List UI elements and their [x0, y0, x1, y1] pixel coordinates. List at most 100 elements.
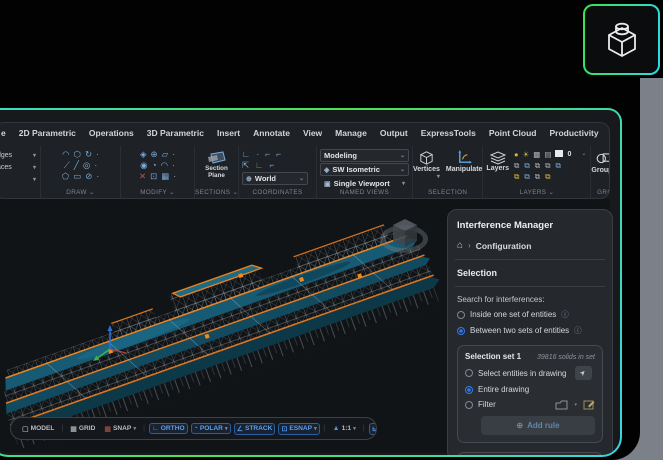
modify-tools-row1[interactable]: ◈ ⊕ ▱ ·: [139, 149, 176, 159]
menu-item-productivity[interactable]: Productivity: [549, 128, 599, 138]
menu-item-output[interactable]: Output: [379, 128, 408, 138]
selection-group-label: SELECTION: [428, 189, 468, 196]
edges-dropdown[interactable]: dges: [0, 151, 13, 159]
menu-item-point-cloud[interactable]: Point Cloud: [488, 128, 537, 138]
selection-set-card-1: Selection set 1 39816 solids in set Select…: [457, 345, 603, 443]
menu-item-operations[interactable]: Operations: [88, 128, 134, 138]
ucs-world-dropdown[interactable]: ⊕ World ⌄: [242, 172, 308, 185]
chevron-down-icon: ▾: [224, 425, 228, 432]
status-toggle-snap[interactable]: ▦ SNAP ▾: [104, 425, 137, 433]
radio-unselected[interactable]: [465, 400, 473, 409]
breadcrumb-separator: ›: [468, 241, 471, 250]
open-filter-icon[interactable]: [555, 400, 568, 410]
polar-icon: ◔: [193, 425, 198, 432]
mode-option-inside-one-set-of-entities[interactable]: Inside one set of entities ⓘ: [457, 309, 603, 320]
solid-modeling-brick-icon: [585, 6, 658, 73]
layer-tools-row2[interactable]: ⧉ ⧉ ⧉ ⧉ ⧉: [514, 161, 561, 170]
menu-item-annotate[interactable]: Annotate: [253, 128, 290, 138]
modify-group-label[interactable]: MODIFY ⌄: [140, 189, 175, 196]
ucs-tools-row2[interactable]: ⇱ ∟ ⌐: [242, 160, 275, 170]
viewport-dropdown[interactable]: ▣ Single Viewport ▾: [324, 179, 405, 188]
panel-title: Interference Manager: [457, 220, 554, 231]
radio-unselected[interactable]: [457, 310, 465, 319]
radio-unselected[interactable]: [465, 369, 473, 377]
menu-item-manage[interactable]: Manage: [335, 128, 367, 138]
chevron-down-icon: ▾: [133, 425, 137, 432]
set1-option-entire-drawing[interactable]: Entire drawing: [465, 385, 595, 394]
set-solids-count: 39816 solids in set: [537, 354, 595, 361]
chevron-down-icon: ▾: [314, 425, 317, 432]
radio-selected[interactable]: [465, 385, 473, 394]
named-view-dropdown[interactable]: ◈ SW Isometric ⌄: [320, 163, 409, 176]
faces-dropdown[interactable]: aces: [0, 163, 12, 171]
status-toggle-esnap[interactable]: ⊡ ESNAP ▾: [278, 422, 320, 435]
status-toggle-strack[interactable]: ∠ STRACK: [233, 422, 276, 435]
status-toggle-din[interactable]: ⊾DIN: [368, 422, 377, 435]
draw-tools-row3[interactable]: ⬠ ▭ ⊘ ·: [61, 171, 100, 181]
ribbon-group-draw: ◠ ⬡ ↻ · ⟋ ╱ ◎ · ⬠ ▭ ⊘ · DRAW ⌄: [41, 146, 121, 198]
draw-tools-row2[interactable]: ⟋ ╱ ◎ ·: [63, 160, 98, 170]
ribbon-group-groups: Group... ❏ ❏ GROUPS: [591, 146, 609, 198]
status-toggle-ortho[interactable]: ∟ ORTHO: [148, 423, 188, 434]
layer-color-swatch[interactable]: [555, 150, 564, 157]
sections-group-label[interactable]: SECTIONS ⌄: [195, 189, 239, 196]
add-rule-button[interactable]: ⊕ Add rule: [481, 416, 595, 435]
menu-item-cut[interactable]: e: [1, 128, 6, 138]
info-icon: ⓘ: [574, 326, 582, 335]
din-icon: ⊾: [371, 425, 377, 433]
menu-bar: e 2D Parametric Operations 3D Parametric Ins…: [1, 128, 605, 138]
menu-item-expresstools[interactable]: ExpressTools: [420, 128, 476, 138]
radio-selected[interactable]: [457, 326, 465, 335]
draw-tools-row1[interactable]: ◠ ⬡ ↻ ·: [62, 149, 99, 159]
set1-option-select-entities-in-drawing[interactable]: Select entities in drawing ➤: [465, 366, 595, 380]
ribbon-group-named-views: Modeling ⌄ ◈ SW Isometric ⌄ ▣ Single Viewp…: [317, 146, 413, 198]
ucs-axis-icon: [93, 325, 127, 361]
menu-item-2d-parametric[interactable]: 2D Parametric: [18, 128, 76, 138]
home-icon[interactable]: ⌂: [457, 240, 464, 251]
model-viewport[interactable]: ▢ MODEL | ▦ GRID ▦ SNAP ▾ | ∟ ORTHO ◔ POLAR ▾ ∠ STRACK ⊡…: [0, 199, 610, 453]
menu-item-view[interactable]: View: [302, 128, 323, 138]
pick-entities-icon-button[interactable]: ➤: [574, 366, 592, 380]
mode-option-between-two-sets-of-entities[interactable]: Between two sets of entities ⓘ: [457, 325, 603, 336]
chevron-down-icon: ▾: [353, 425, 356, 432]
plus-circle-icon: ⊕: [516, 421, 524, 430]
modify-tools-row3[interactable]: ✕ ⊡ ▦ ·: [138, 171, 177, 181]
chevron-down-icon: ▾: [574, 401, 577, 408]
ribbon-group-layers: Layers ● ☀ ▩ ▤ 0 ⌄ ⧉ ⧉ ⧉ ⧉ ⧉ ⧉ ⧉ ⧉ ⧉: [483, 146, 592, 198]
navigation-cube[interactable]: [378, 215, 432, 261]
layer-tools-row3[interactable]: ⧉ ⧉ ⧉ ⧉: [514, 172, 551, 181]
modify-tools-row2[interactable]: ◉ ◔ ◠ ·: [140, 160, 175, 170]
ribbon-group-coordinates: ∟ · ⌐ ⌐ ⇱ ∟ ⌐ ⊕ World ⌄ COORDINATES: [239, 146, 317, 198]
vertices-button[interactable]: Vertices ▾: [413, 149, 440, 180]
edit-filter-icon[interactable]: [583, 399, 595, 410]
view-style-dropdown[interactable]: Modeling ⌄: [320, 149, 409, 162]
current-layer: 0: [567, 151, 572, 158]
section-plane-icon: [207, 151, 227, 166]
search-for-interferences-label: Search for interferences:: [457, 295, 545, 304]
status-bar: ▢ MODEL | ▦ GRID ▦ SNAP ▾ | ∟ ORTHO ◔ POLAR ▾ ∠ STRACK ⊡…: [10, 417, 377, 440]
breadcrumb: ⌂ › Configuration: [457, 240, 603, 251]
status-separator: |: [143, 425, 145, 432]
set1-option-filter[interactable]: Filter ▾: [465, 399, 595, 410]
menu-item-3d-parametric[interactable]: 3D Parametric: [146, 128, 204, 138]
ribbon-group-sections: Section Plane SECTIONS ⌄: [195, 146, 239, 198]
status-toggle-polar[interactable]: ◔ POLAR ▾: [190, 423, 231, 434]
strack-icon: ∠: [236, 425, 243, 433]
status-toggle-grid[interactable]: ▦ GRID: [70, 425, 96, 433]
ucs-tools-row1[interactable]: ∟ · ⌐ ⌐: [242, 149, 282, 159]
section-plane-button[interactable]: Section Plane: [205, 165, 228, 179]
layers-group-label[interactable]: LAYERS ⌄: [519, 189, 555, 196]
draw-group-label[interactable]: DRAW ⌄: [66, 189, 95, 196]
manipulate-button[interactable]: Manipulate: [446, 149, 482, 180]
layers-button[interactable]: Layers: [486, 149, 509, 182]
status-toggle-model[interactable]: ▢ MODEL: [22, 425, 55, 433]
menu-item-insert[interactable]: Insert: [216, 128, 241, 138]
group-button[interactable]: Group...: [591, 150, 609, 174]
coordinates-group-label: COORDINATES: [252, 189, 303, 196]
breadcrumb-current: Configuration: [475, 240, 532, 251]
layer-state-row1[interactable]: ● ☀ ▩ ▤ 0 ⌄: [514, 150, 587, 159]
esnap-icon: ⊡: [281, 425, 288, 433]
selection-section-title: Selection: [457, 268, 498, 278]
status-toggle-1-1[interactable]: ▲ 1:1 ▾: [332, 425, 356, 432]
